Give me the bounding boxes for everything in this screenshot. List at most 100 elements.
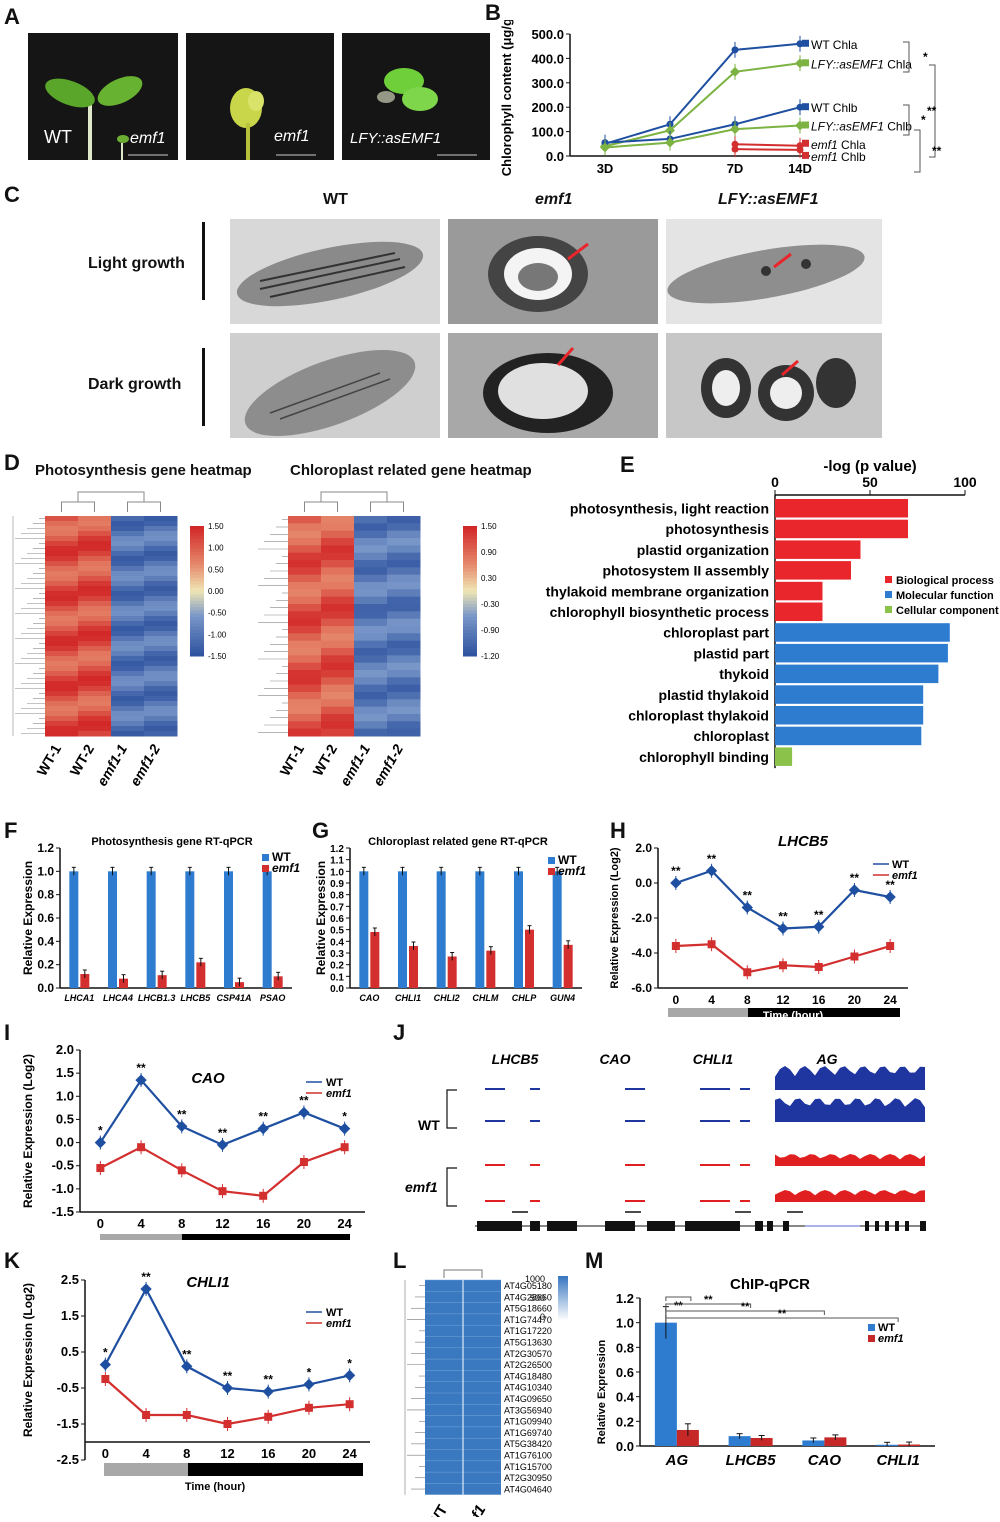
bar-wt — [69, 871, 79, 988]
heat-cell — [387, 640, 421, 649]
dendro — [61, 501, 95, 512]
y-tick-label: 1.0 — [330, 867, 344, 878]
heat-cell — [144, 671, 178, 677]
heat-cell — [321, 611, 355, 620]
heat-cell — [144, 731, 178, 737]
heat-cell — [288, 545, 322, 554]
heat-cell — [111, 726, 145, 732]
y-tick-label: 0.0 — [330, 984, 344, 995]
scale-swatch — [558, 1285, 568, 1287]
heat-cell — [78, 666, 112, 672]
scale-swatch — [558, 1310, 568, 1313]
scale-swatch — [463, 552, 477, 556]
heat-cell — [288, 662, 322, 671]
heat-cell — [425, 1483, 463, 1495]
legend-marker — [802, 139, 809, 147]
row-title-light: Light growth — [88, 255, 185, 272]
bar-wt — [185, 871, 195, 988]
heat-cell — [354, 523, 388, 532]
gene-id: AT1G74470 — [504, 1315, 552, 1325]
signal-peak — [700, 1088, 730, 1090]
y-tick-label: 2.0 — [635, 841, 652, 855]
heat-cell — [144, 571, 178, 577]
scale-swatch — [463, 558, 477, 563]
heat-cell — [45, 706, 79, 712]
heat-cell — [387, 552, 421, 561]
scale-swatch — [190, 626, 204, 631]
scale-swatch — [190, 600, 204, 605]
x-tick-label: 14D — [788, 161, 812, 176]
x-tick-label: 12 — [215, 1216, 229, 1231]
heat-cell — [387, 692, 421, 700]
heat-cell — [354, 670, 388, 678]
heat-cell — [354, 589, 388, 598]
y-axis-label: Relative Expression — [596, 1339, 608, 1444]
gene-id: AT2G26500 — [504, 1360, 552, 1370]
gene-id: AT5G38420 — [504, 1439, 552, 1449]
gene-id: AT1G15700 — [504, 1462, 552, 1472]
series-line — [604, 124, 801, 149]
series-line — [604, 106, 801, 144]
heat-cell — [111, 566, 145, 572]
scale-swatch — [463, 584, 477, 589]
scale-swatch — [190, 607, 204, 611]
gene-id: AT4G10340 — [504, 1383, 552, 1393]
category-label: PSAO — [260, 993, 286, 1003]
heat-cell — [78, 626, 112, 632]
bar — [775, 602, 823, 621]
heat-cell — [78, 601, 112, 607]
significance-bracket — [929, 64, 936, 158]
heat-cell — [78, 596, 112, 602]
y-tick-label: 100.0 — [531, 125, 564, 140]
sample-label: emf1-1 — [94, 741, 131, 788]
bar-emf1 — [370, 932, 380, 988]
heat-cell — [78, 721, 112, 727]
scale-swatch — [463, 535, 477, 540]
gene-id: AT1G69740 — [504, 1428, 552, 1438]
heat-cell — [111, 671, 145, 677]
heat-cell — [354, 552, 388, 561]
x-tick-label: 20 — [302, 1446, 316, 1461]
scale-swatch — [558, 1309, 568, 1311]
significance-mark: ** — [743, 889, 753, 903]
exon — [920, 1221, 926, 1231]
legend-label: WT Chla — [811, 38, 858, 52]
category-label: photosystem II assembly — [602, 563, 769, 579]
heat-cell — [354, 692, 388, 700]
x-tick-label: 0 — [97, 1216, 104, 1231]
heat-cell — [78, 661, 112, 667]
heat-cell — [321, 604, 355, 612]
heat-cell — [45, 616, 79, 622]
dark-period-bar — [748, 1008, 900, 1017]
heat-cell — [78, 581, 112, 587]
bracket-emf1 — [446, 1167, 457, 1207]
x-tick-label: 4 — [142, 1446, 150, 1461]
heat-cell — [387, 670, 421, 678]
scale-swatch — [190, 643, 204, 647]
scale-swatch — [190, 617, 204, 621]
bar — [775, 581, 823, 601]
legend-swatch — [885, 606, 892, 613]
heat-cell — [111, 526, 145, 532]
heat-cell — [354, 545, 388, 554]
scale-swatch — [463, 594, 477, 598]
heat-cell — [144, 616, 178, 622]
heat-cell — [321, 684, 355, 693]
dendro — [443, 1269, 483, 1278]
heat-cell — [288, 692, 322, 700]
category-label: GUN4 — [550, 993, 575, 1003]
heat-cell — [144, 556, 178, 562]
scale-swatch — [558, 1313, 568, 1316]
scale-swatch — [463, 623, 477, 628]
heat-cell — [144, 551, 178, 557]
heat-cell — [78, 631, 112, 637]
heat-cell — [111, 581, 145, 587]
heat-cell — [425, 1404, 463, 1416]
heat-cell — [144, 646, 178, 652]
heat-cell — [78, 556, 112, 562]
significance-mark: ** — [671, 864, 681, 878]
tem-emf1-light — [448, 219, 658, 324]
label-emf1: emf1 — [130, 130, 166, 147]
signal-peak — [625, 1120, 645, 1122]
scale-label: 500 — [530, 1293, 545, 1303]
